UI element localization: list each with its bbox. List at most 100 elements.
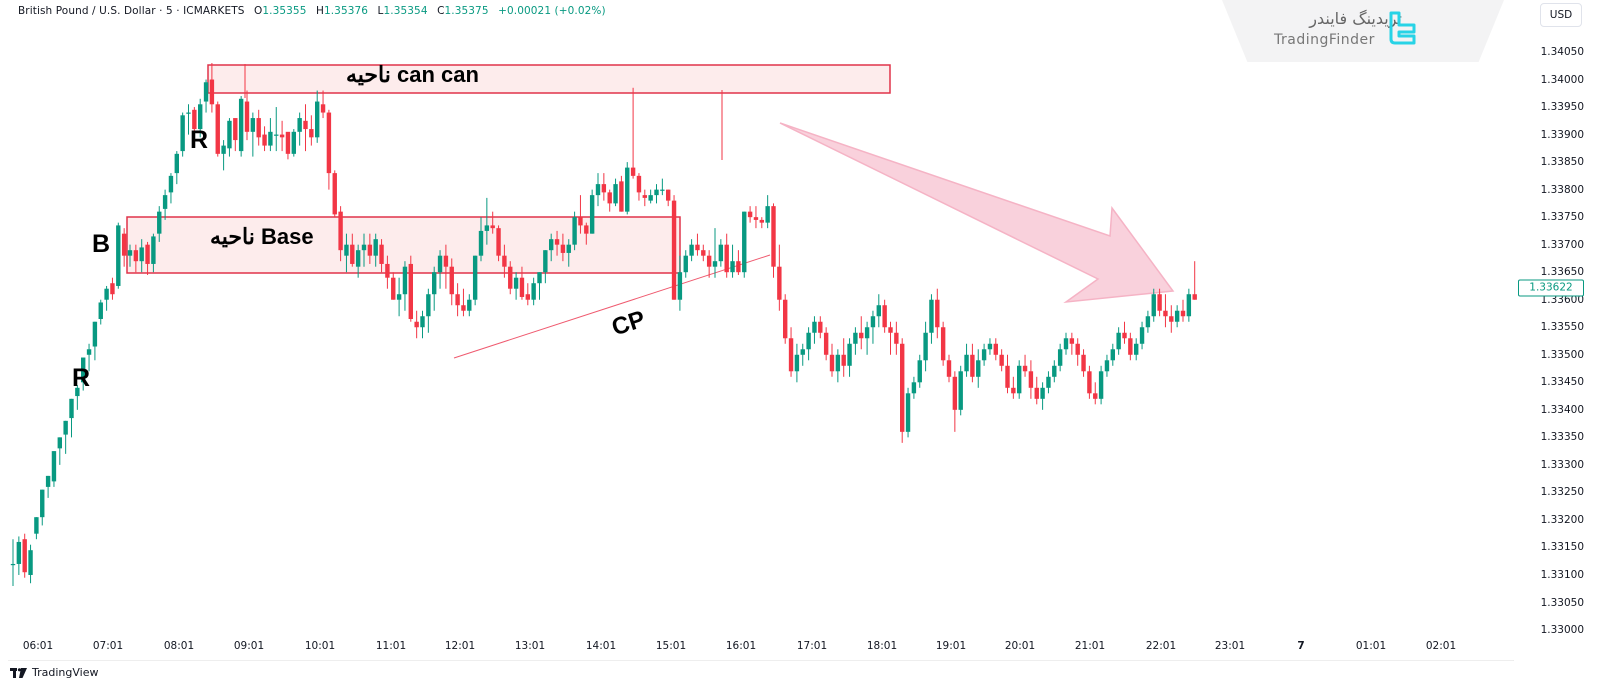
candle-body	[823, 332, 829, 355]
candle-body	[414, 321, 419, 328]
candle-body	[22, 539, 27, 573]
candle-body	[765, 206, 770, 223]
candle-body	[274, 134, 279, 136]
candle-body	[361, 244, 367, 251]
time-tick: 06:01	[22, 640, 54, 652]
candle-body	[783, 299, 788, 339]
candle-body	[69, 398, 74, 419]
candle-body	[297, 118, 302, 132]
cancan-zone-box	[207, 64, 891, 94]
candle-body	[455, 294, 460, 306]
candle-body	[116, 225, 121, 286]
candle-body	[1087, 371, 1092, 394]
candle-body	[999, 354, 1004, 366]
r-label-bottom: R	[72, 364, 91, 392]
candle-body	[186, 112, 191, 114]
candle-body	[625, 167, 630, 212]
candle-body	[695, 244, 700, 251]
candle-body	[888, 327, 893, 333]
candle-body	[525, 294, 530, 300]
price-axis[interactable]: 1.34050 1.34000 1.33950 1.33900 1.33850 1.338…	[1513, 0, 1600, 660]
candle-body	[104, 288, 109, 300]
candle-body	[566, 244, 571, 253]
candle-body	[706, 255, 712, 267]
open-label: O	[254, 5, 263, 17]
candle-body	[1052, 365, 1057, 377]
time-axis[interactable]: 06:01 07:01 08:01 09:01 10:01 11:01 12:01 13:01…	[8, 636, 1513, 660]
candle-body	[1134, 343, 1139, 355]
candle-body	[1040, 387, 1045, 399]
low-value: 1.35354	[383, 5, 428, 17]
candle-body	[75, 387, 80, 397]
tradingview-logo-icon	[10, 667, 27, 678]
candle-body	[806, 332, 811, 350]
candle-body	[449, 266, 454, 295]
candle-body	[935, 299, 940, 328]
candle-body	[221, 145, 226, 154]
candle-body	[256, 118, 261, 138]
time-tick: 13:01	[514, 640, 546, 652]
candle-body	[648, 195, 653, 201]
candle-body	[1046, 376, 1051, 388]
candle-body	[51, 451, 57, 482]
b-label: B	[92, 230, 111, 258]
candle-body	[92, 321, 98, 347]
candle-body	[905, 393, 911, 432]
candle-body	[777, 266, 782, 300]
candle-body	[683, 255, 688, 273]
bearish-arrow-shape	[779, 122, 1175, 304]
candle-body	[730, 261, 735, 273]
candle-body	[508, 266, 513, 289]
candle-body	[1116, 332, 1121, 350]
candle-body	[168, 175, 174, 193]
candle-body	[981, 349, 987, 361]
price-tick: 1.33150	[1540, 541, 1584, 554]
candle-body	[1104, 360, 1110, 372]
time-tick: 19:01	[935, 640, 967, 652]
candle-body	[1022, 365, 1028, 372]
candle-body	[268, 131, 273, 146]
candle-body	[461, 305, 466, 311]
candle-body	[1122, 332, 1127, 339]
candle-body	[993, 343, 998, 355]
time-tick: 12:01	[444, 640, 476, 652]
candle-body	[513, 277, 519, 289]
candle-body	[209, 79, 215, 105]
chart-pane[interactable]	[8, 0, 1514, 661]
candle-body	[502, 255, 507, 267]
candle-body	[970, 354, 975, 377]
price-tick: 1.33700	[1540, 238, 1584, 251]
candle-body	[1110, 349, 1115, 361]
time-tick: 10:01	[304, 640, 336, 652]
currency-button[interactable]: USD	[1540, 3, 1582, 27]
time-tick: 15:01	[655, 640, 687, 652]
low-label: L	[377, 5, 384, 17]
candle-body	[1093, 393, 1098, 399]
candle-body	[718, 244, 724, 262]
candle-body	[1139, 327, 1145, 344]
candle-body	[841, 354, 846, 366]
tradingview-footer[interactable]: TradingView	[10, 666, 98, 679]
candle-body	[847, 343, 852, 366]
candle-body	[162, 195, 168, 209]
time-tick: 17:01	[796, 640, 828, 652]
time-tick: 22:01	[1145, 640, 1177, 652]
candle-body	[420, 316, 425, 328]
price-tick: 1.33850	[1540, 156, 1584, 169]
candle-body	[1157, 294, 1162, 311]
candle-body	[133, 250, 139, 262]
candle-body	[180, 115, 185, 152]
candle-body	[1011, 387, 1016, 394]
candle-body	[34, 517, 39, 534]
candle-body	[215, 104, 220, 154]
watermark-english-text: TradingFinder	[1274, 32, 1375, 48]
candle-body	[250, 118, 256, 132]
candle-body	[964, 354, 969, 372]
candle-body	[829, 354, 835, 372]
cancan-zone-label: ناحیه can can	[346, 62, 479, 87]
price-tick: 1.33250	[1540, 486, 1584, 499]
tradingfinder-watermark: تریدینگ فایندر TradingFinder	[1222, 0, 1504, 62]
candle-body	[45, 475, 51, 487]
candle-body	[870, 316, 876, 328]
candle-body	[244, 101, 250, 132]
